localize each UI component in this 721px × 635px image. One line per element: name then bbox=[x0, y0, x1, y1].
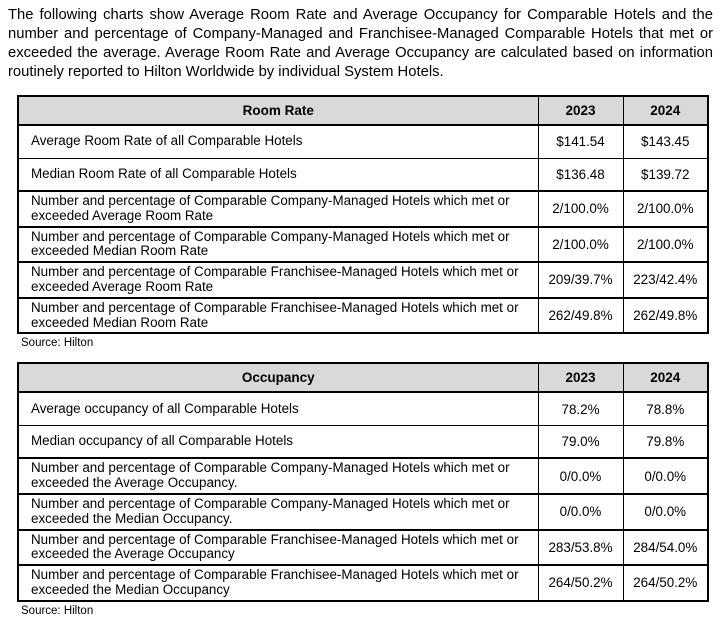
table-row: Number and percentage of Comparable Fran… bbox=[17, 528, 709, 567]
table-row: Median occupancy of all Comparable Hotel… bbox=[17, 424, 709, 460]
intro-paragraph: The following charts show Average Room R… bbox=[8, 7, 713, 80]
row-label: Number and percentage of Comparable Fran… bbox=[17, 528, 539, 567]
table-row: Average Room Rate of all Comparable Hote… bbox=[17, 124, 709, 159]
row-label: Median Room Rate of all Comparable Hotel… bbox=[17, 157, 539, 192]
value-2023: 2/100.0% bbox=[537, 190, 624, 228]
room-rate-table: Room Rate 2023 2024 Average Room Rate of… bbox=[17, 95, 709, 335]
source-note: Source: Hilton bbox=[21, 604, 94, 617]
value-2024: 2/100.0% bbox=[622, 225, 709, 264]
table-row: Number and percentage of Comparable Comp… bbox=[17, 492, 709, 531]
occupancy-table: Occupancy 2023 2024 Average occupancy of… bbox=[17, 362, 709, 602]
value-2024: 262/49.8% bbox=[622, 296, 709, 335]
occupancy-table-title: Occupancy bbox=[17, 362, 539, 394]
value-2024: 0/0.0% bbox=[622, 457, 709, 495]
value-2024: 2/100.0% bbox=[622, 190, 709, 228]
value-2024: $139.72 bbox=[622, 157, 709, 192]
value-2024: 284/54.0% bbox=[622, 528, 709, 567]
occupancy-header-row: Occupancy 2023 2024 bbox=[17, 362, 709, 394]
value-2024: 264/50.2% bbox=[622, 564, 709, 602]
value-2023: $141.54 bbox=[537, 124, 624, 159]
row-label: Number and percentage of Comparable Fran… bbox=[17, 564, 539, 602]
value-2024: 78.8% bbox=[622, 391, 709, 426]
room-rate-column-2023: 2023 bbox=[537, 95, 624, 126]
room-rate-table-title: Room Rate bbox=[17, 95, 539, 126]
value-2023: 262/49.8% bbox=[537, 296, 624, 335]
row-label: Average occupancy of all Comparable Hote… bbox=[17, 391, 539, 426]
value-2023: 0/0.0% bbox=[537, 457, 624, 495]
value-2023: 2/100.0% bbox=[537, 225, 624, 264]
row-label: Number and percentage of Comparable Fran… bbox=[17, 261, 539, 299]
value-2024: 79.8% bbox=[622, 424, 709, 460]
table-row: Average occupancy of all Comparable Hote… bbox=[17, 391, 709, 426]
value-2024: 0/0.0% bbox=[622, 492, 709, 531]
row-label: Number and percentage of Comparable Comp… bbox=[17, 492, 539, 531]
room-rate-header-row: Room Rate 2023 2024 bbox=[17, 95, 709, 126]
row-label: Number and percentage of Comparable Comp… bbox=[17, 225, 539, 264]
value-2023: $136.48 bbox=[537, 157, 624, 192]
table-row: Number and percentage of Comparable Comp… bbox=[17, 225, 709, 264]
occupancy-column-2024: 2024 bbox=[622, 362, 709, 394]
table-row: Median Room Rate of all Comparable Hotel… bbox=[17, 157, 709, 192]
table-row: Number and percentage of Comparable Fran… bbox=[17, 296, 709, 335]
row-label: Average Room Rate of all Comparable Hote… bbox=[17, 124, 539, 159]
value-2023: 264/50.2% bbox=[537, 564, 624, 602]
value-2023: 283/53.8% bbox=[537, 528, 624, 567]
value-2023: 78.2% bbox=[537, 391, 624, 426]
value-2024: 223/42.4% bbox=[622, 261, 709, 299]
row-label: Number and percentage of Comparable Comp… bbox=[17, 190, 539, 228]
table-row: Number and percentage of Comparable Fran… bbox=[17, 564, 709, 602]
table-row: Number and percentage of Comparable Comp… bbox=[17, 190, 709, 228]
room-rate-column-2024: 2024 bbox=[622, 95, 709, 126]
row-label: Median occupancy of all Comparable Hotel… bbox=[17, 424, 539, 460]
value-2023: 79.0% bbox=[537, 424, 624, 460]
document-page: The following charts show Average Room R… bbox=[8, 7, 713, 617]
value-2023: 0/0.0% bbox=[537, 492, 624, 531]
table-row: Number and percentage of Comparable Fran… bbox=[17, 261, 709, 299]
row-label: Number and percentage of Comparable Fran… bbox=[17, 296, 539, 335]
source-note: Source: Hilton bbox=[21, 337, 94, 350]
value-2023: 209/39.7% bbox=[537, 261, 624, 299]
row-label: Number and percentage of Comparable Comp… bbox=[17, 457, 539, 495]
value-2024: $143.45 bbox=[622, 124, 709, 159]
occupancy-column-2023: 2023 bbox=[537, 362, 624, 394]
table-row: Number and percentage of Comparable Comp… bbox=[17, 457, 709, 495]
